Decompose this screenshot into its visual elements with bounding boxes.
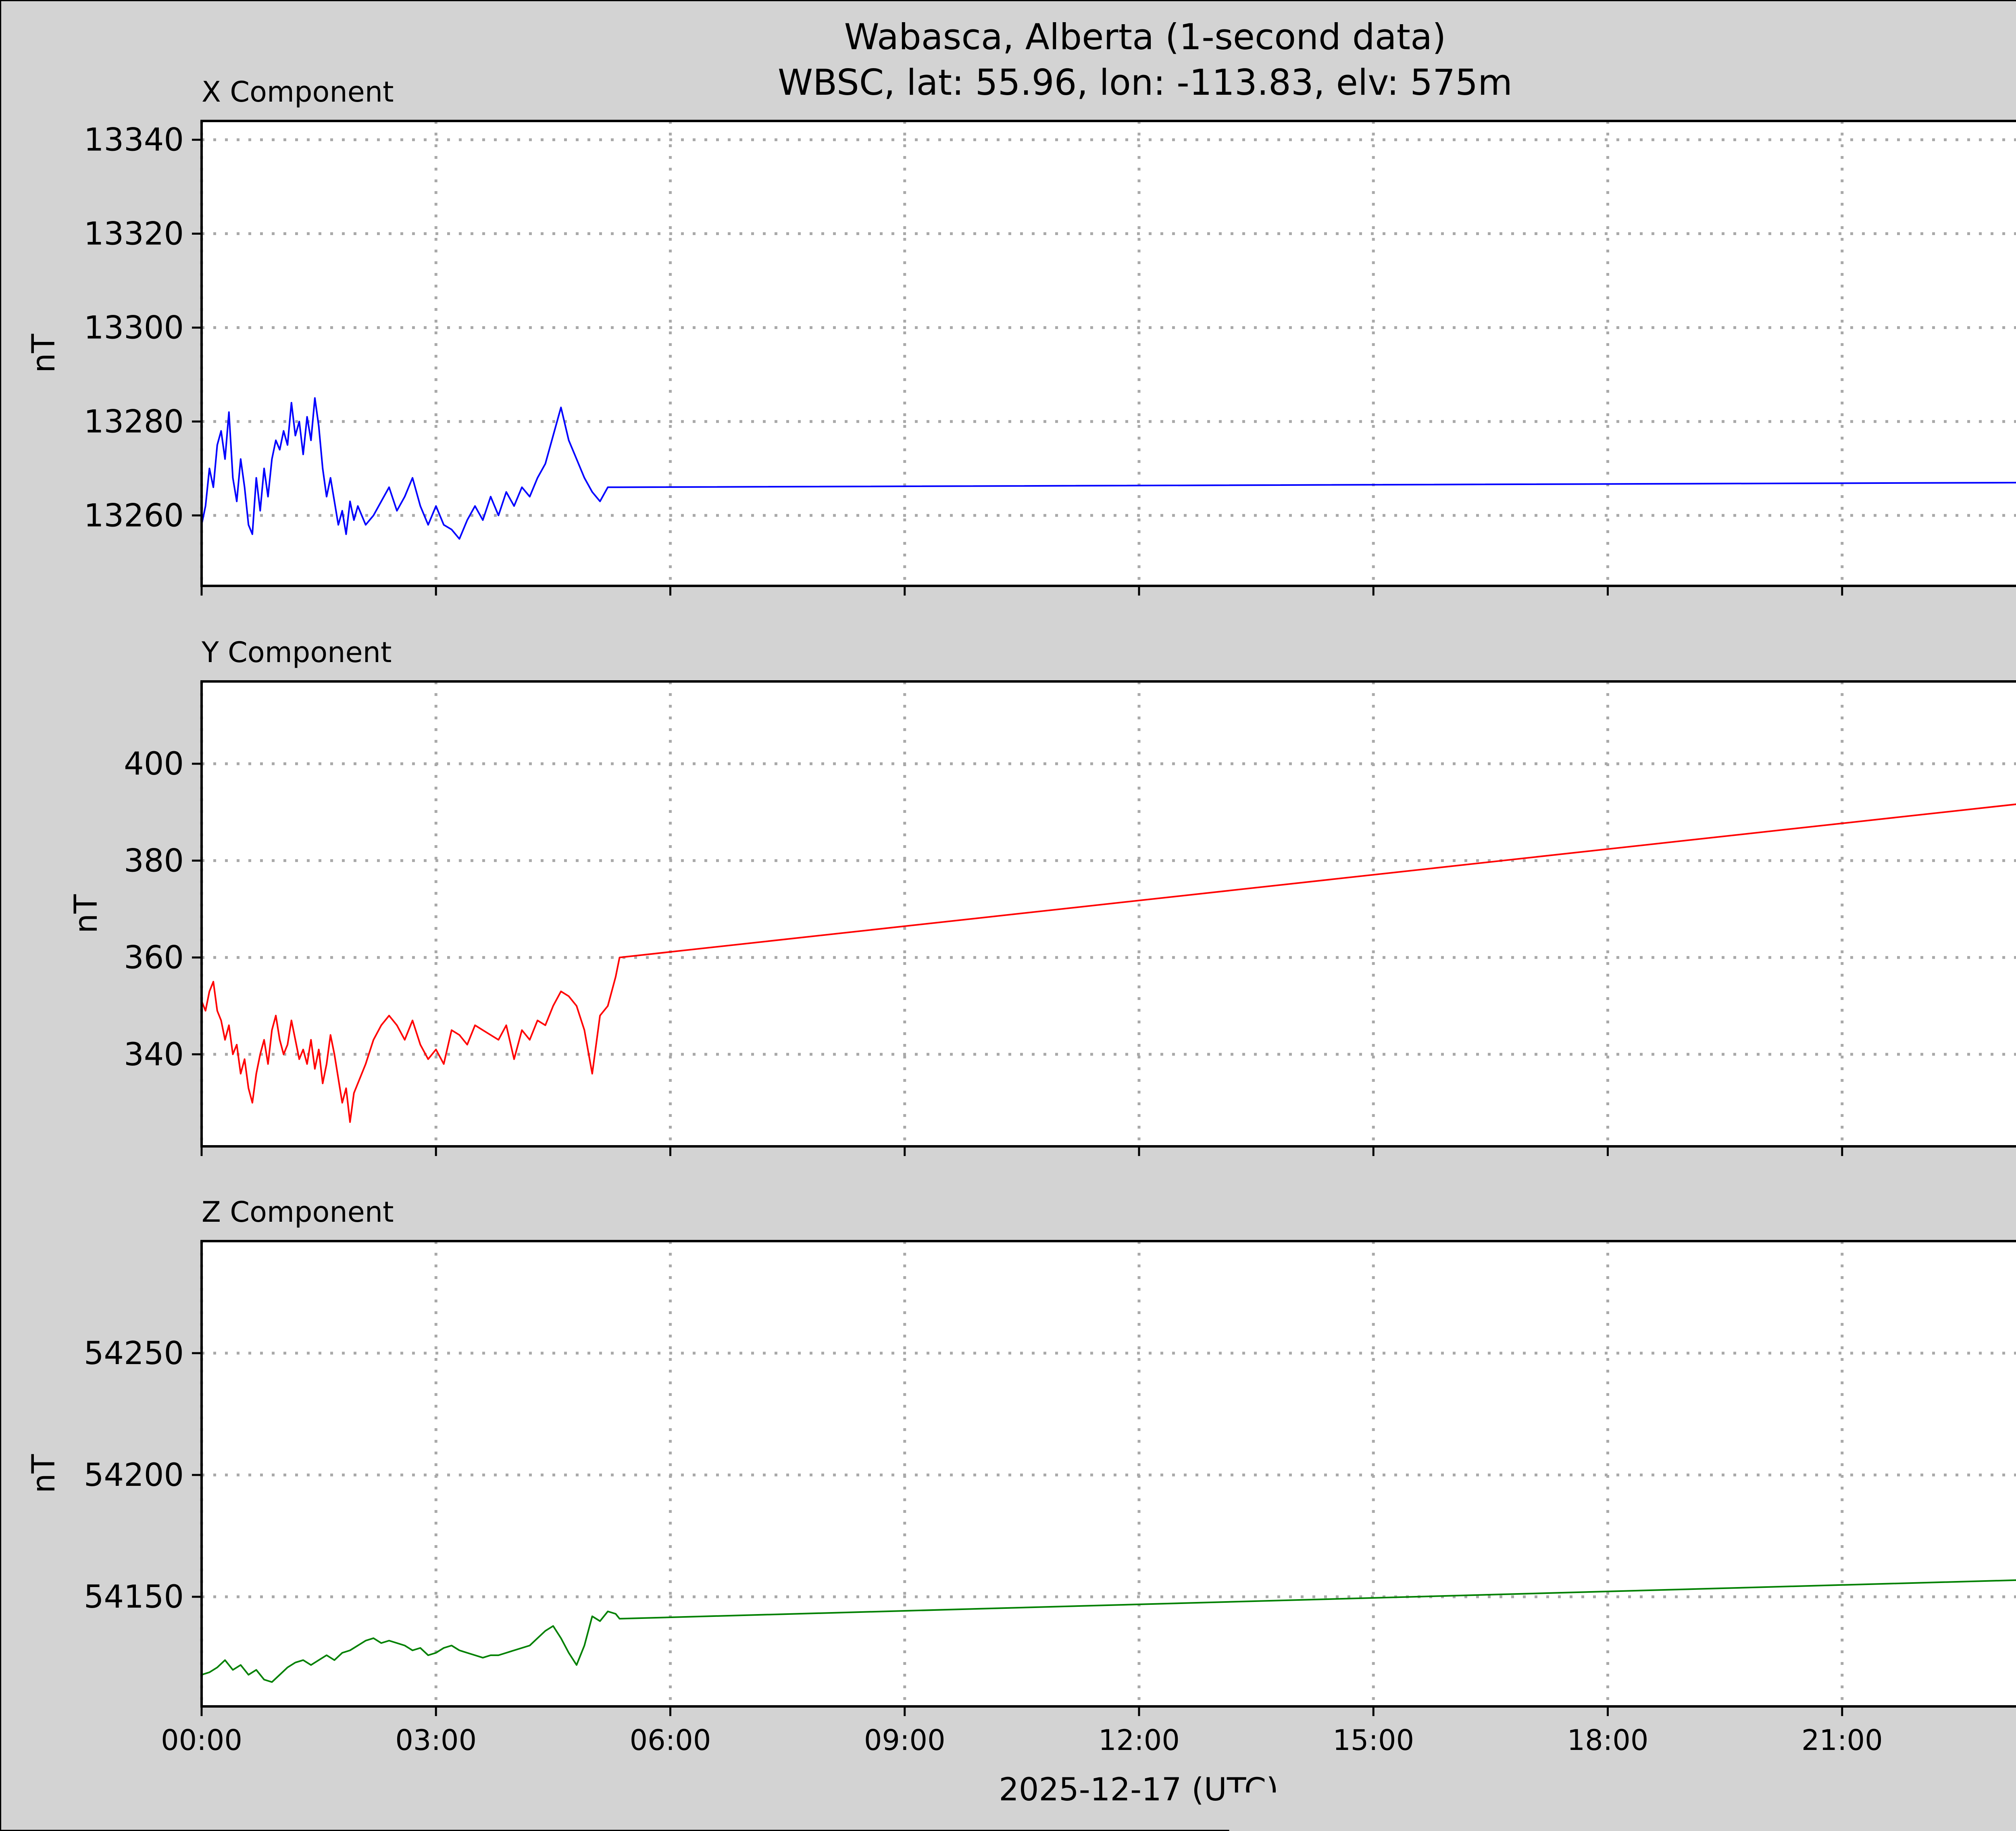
x-tick-label: 21:00 xyxy=(1801,1724,1883,1757)
chart-panel-1: X Component 13260 13280 13300 13320 13340 nT xyxy=(26,75,2016,596)
panel-title: X Component xyxy=(202,75,394,108)
y-tick-label: 13340 xyxy=(84,122,184,158)
y-axis-label: nT xyxy=(26,1454,62,1493)
x-tick-label: 15:00 xyxy=(1333,1724,1414,1757)
y-tick-label: 13260 xyxy=(84,498,184,534)
y-axis-label: nT xyxy=(68,894,104,933)
y-tick-label: 54200 xyxy=(84,1457,184,1494)
y-tick-label: 340 xyxy=(124,1037,184,1073)
y-tick-label: 13300 xyxy=(84,310,184,346)
y-tick-label: 13280 xyxy=(84,404,184,440)
x-tick-label: 09:00 xyxy=(864,1724,946,1757)
figure-title-line2: WBSC, lat: 55.96, lon: -113.83, elv: 575… xyxy=(778,62,1512,103)
panel-title: Z Component xyxy=(202,1196,394,1229)
chart-panels: X Component1326013280133001332013340nTY … xyxy=(26,75,2016,1757)
y-tick-label: 13320 xyxy=(84,216,184,252)
chart-panel-3: Z Component 00:00 03:00 06:00 09:00 12:00 15:0… xyxy=(26,1196,2016,1757)
chart-panel-2: Y Component 340 360 380 400 nT xyxy=(68,636,2016,1156)
x-axis-label: 2025-12-17 (UTC) xyxy=(999,1772,1279,1808)
plot-area xyxy=(202,121,2016,586)
panel-title: Y Component xyxy=(201,636,392,669)
x-tick-label: 18:00 xyxy=(1567,1724,1649,1757)
y-axis-label: nT xyxy=(26,334,62,373)
x-tick-label: 06:00 xyxy=(630,1724,711,1757)
plot-area xyxy=(202,681,2016,1146)
figure-title-line1: Wabasca, Alberta (1-second data) xyxy=(844,16,1446,58)
x-tick-label: 12:00 xyxy=(1098,1724,1180,1757)
y-tick-label: 360 xyxy=(124,940,184,976)
y-tick-label: 54250 xyxy=(84,1335,184,1372)
y-tick-label: 54150 xyxy=(84,1579,184,1615)
x-tick-label: 00:00 xyxy=(161,1724,242,1757)
y-tick-label: 380 xyxy=(124,843,184,879)
plot-area xyxy=(202,1241,2016,1706)
x-tick-label: 03:00 xyxy=(395,1724,477,1757)
y-tick-label: 400 xyxy=(124,746,184,782)
